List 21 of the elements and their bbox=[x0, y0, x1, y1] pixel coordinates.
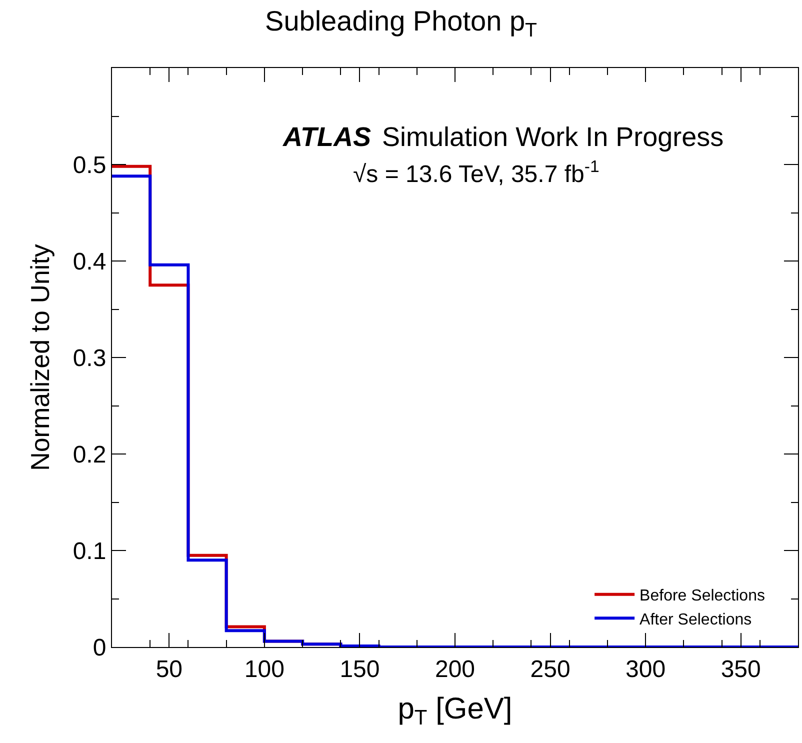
legend-label: After Selections bbox=[640, 611, 752, 628]
x-tick-label: 150 bbox=[340, 656, 380, 683]
y-tick-label: 0 bbox=[92, 634, 106, 662]
x-tick-label: 200 bbox=[434, 656, 476, 683]
y-axis-title: Normalized to Unity bbox=[25, 244, 56, 471]
annotation: ATLAS bbox=[282, 122, 371, 152]
y-tick-label: 0.3 bbox=[72, 344, 106, 372]
y-tick-label: 0.4 bbox=[72, 248, 106, 276]
x-tick-label: 50 bbox=[156, 656, 183, 683]
y-tick-label: 0.5 bbox=[72, 152, 106, 179]
x-axis-title: p$_{T}$ [GeV] bbox=[398, 692, 512, 730]
chart-title: Subleading Photon p$_{T}$ bbox=[265, 6, 538, 42]
annotation: Simulation Work In Progress bbox=[382, 122, 724, 152]
x-tick-label: 250 bbox=[530, 656, 570, 683]
annotation: √s = 13.6 TeV, 35.7 fb$^{-1}$ bbox=[353, 157, 600, 188]
x-tick-label: 100 bbox=[244, 656, 284, 683]
x-tick-label: 350 bbox=[720, 656, 761, 683]
x-tick-label: 300 bbox=[626, 656, 666, 683]
y-tick-label: 0.2 bbox=[72, 441, 106, 468]
y-tick-label: 0.1 bbox=[72, 538, 106, 565]
legend-label: Before Selections bbox=[640, 588, 765, 605]
